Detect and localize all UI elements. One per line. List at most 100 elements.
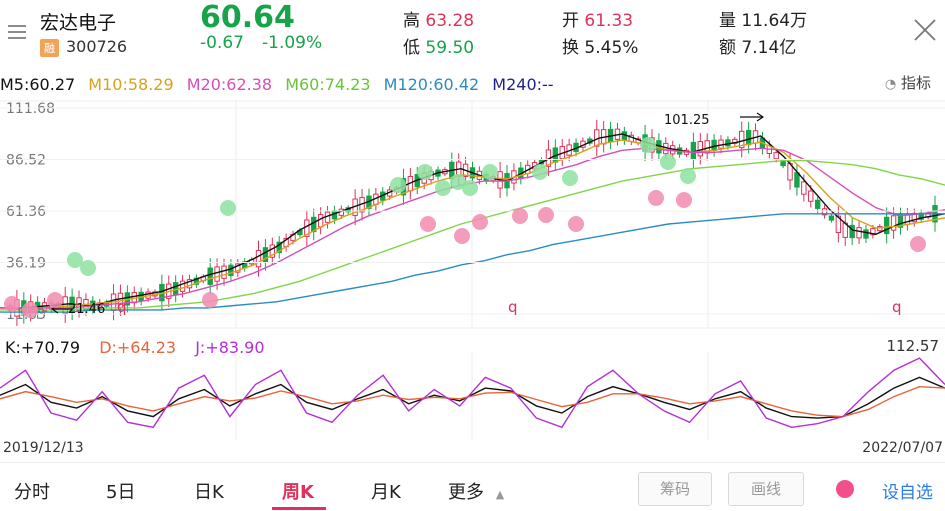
record-dot-icon[interactable]	[836, 480, 854, 498]
sell-signal-badge	[417, 164, 433, 180]
open-stat: 开 61.33	[562, 6, 633, 31]
candle-body	[814, 199, 821, 209]
tab-more[interactable]: 更多 ▲	[448, 478, 504, 504]
kdj-chart[interactable]	[0, 352, 945, 440]
kdj-d-label: D:+64.23	[99, 338, 177, 357]
max-price-marker: 101.25	[664, 113, 710, 128]
ma10-label: M10:58.29	[88, 75, 174, 94]
kdj-k-label: K:+70.79	[5, 338, 81, 357]
ma120-label: M120:60.42	[383, 75, 480, 94]
tab-weekly-k[interactable]: 周K	[282, 482, 314, 503]
candle-body	[780, 161, 786, 167]
amount-stat: 额 7.14亿	[719, 33, 796, 58]
low-value: 59.50	[425, 38, 475, 58]
caret-up-icon: ▲	[495, 488, 505, 501]
current-price: 60.64	[200, 0, 295, 35]
sell-signal-badge	[435, 180, 451, 196]
y-tick-label: 86.52	[6, 152, 46, 168]
arrow-right-icon	[740, 112, 765, 122]
candle-body	[849, 224, 855, 239]
buy-signal-badge	[648, 190, 664, 206]
kdj-max-value: 112.57	[886, 337, 940, 355]
start-date: 2019/12/13	[3, 440, 84, 456]
turnover-value: 5.45%	[584, 38, 639, 58]
turnover-stat: 换 5.45%	[562, 33, 638, 58]
low-stat: 低 59.50	[403, 33, 474, 58]
buy-signal-badge	[910, 236, 926, 252]
buy-signal-badge	[47, 292, 63, 308]
candle-body	[214, 266, 220, 282]
tab-timeshare[interactable]: 分时	[14, 482, 50, 503]
buy-signal-badge	[568, 216, 584, 232]
candle-body	[207, 267, 213, 285]
y-tick-label: 36.19	[6, 256, 46, 272]
end-date: 2022/07/07	[862, 440, 943, 456]
buy-signal-badge	[472, 214, 488, 230]
ma-line-m10	[0, 139, 945, 309]
buy-signal-badge	[4, 296, 20, 312]
high-stat: 高 63.28	[403, 6, 474, 31]
add-watchlist-button[interactable]: 设自选	[882, 483, 933, 503]
low-label: 低	[403, 38, 420, 58]
candle-body	[863, 229, 869, 239]
candle-body	[890, 215, 897, 231]
ma240-label: M240:--	[492, 75, 554, 94]
kdj-line-k	[0, 376, 945, 419]
margin-badge: 融	[40, 39, 59, 57]
more-label: 更多	[448, 482, 484, 503]
indicator-button[interactable]: ◔ 指标	[885, 72, 931, 93]
volume-label: 量	[719, 11, 736, 31]
candle-body	[317, 214, 324, 228]
ma20-label: M20:62.38	[186, 75, 273, 94]
buy-signal-badge	[538, 207, 554, 223]
kdj-line-d	[0, 385, 945, 418]
buy-signal-badge	[202, 292, 218, 308]
amount-value: 7.14亿	[741, 38, 797, 58]
q-marker-3: q	[892, 298, 902, 316]
buy-signal-badge	[676, 192, 692, 208]
tab-5day[interactable]: 5日	[106, 482, 136, 503]
kdj-line-j	[0, 357, 945, 429]
price-change-percent: -1.09%	[262, 33, 323, 53]
gauge-icon: ◔	[884, 77, 897, 92]
q-marker-2: q	[508, 298, 518, 316]
close-icon[interactable]	[913, 18, 937, 42]
tab-daily-k[interactable]: 日K	[194, 482, 224, 503]
kdj-legend: K:+70.79 D:+64.23 J:+83.90	[5, 338, 279, 357]
draw-line-button[interactable]: 画线	[728, 472, 804, 506]
ma5-label: M5:60.27	[0, 75, 76, 94]
min-price-marker: 21.46	[68, 302, 105, 317]
candle-body	[835, 215, 842, 234]
sell-signal-badge	[67, 252, 83, 268]
sell-signal-badge	[532, 164, 548, 180]
candle-body	[276, 241, 282, 253]
high-label: 高	[403, 11, 420, 31]
candle-body	[821, 208, 828, 216]
candle-body	[697, 141, 703, 157]
candle-body	[269, 244, 276, 258]
tab-monthly-k[interactable]: 月K	[371, 482, 401, 503]
candle-body	[808, 190, 814, 202]
sell-signal-badge	[660, 154, 676, 170]
ma-legend: M5:60.27 M10:58.29 M20:62.38 M60:74.23 M…	[0, 75, 562, 94]
menu-icon[interactable]	[6, 20, 28, 42]
candle-body	[883, 216, 890, 235]
candle-body	[255, 249, 262, 268]
chip-button[interactable]: 筹码	[638, 472, 712, 506]
y-tick-label: 61.36	[6, 204, 46, 220]
stock-name: 宏达电子	[40, 12, 117, 34]
sell-signal-badge	[482, 164, 498, 180]
y-tick-label: 111.68	[6, 101, 55, 117]
buy-signal-badge	[420, 216, 436, 232]
candle-body	[794, 172, 800, 188]
candle-body	[179, 280, 186, 292]
candle-body	[193, 277, 200, 285]
kdj-j-label: J:+83.90	[195, 338, 265, 357]
volume-stat: 量 11.64万	[719, 6, 807, 31]
chart-grid	[0, 100, 945, 329]
high-value: 63.28	[425, 11, 475, 31]
open-value: 61.33	[584, 11, 634, 31]
candle-body	[690, 141, 697, 160]
